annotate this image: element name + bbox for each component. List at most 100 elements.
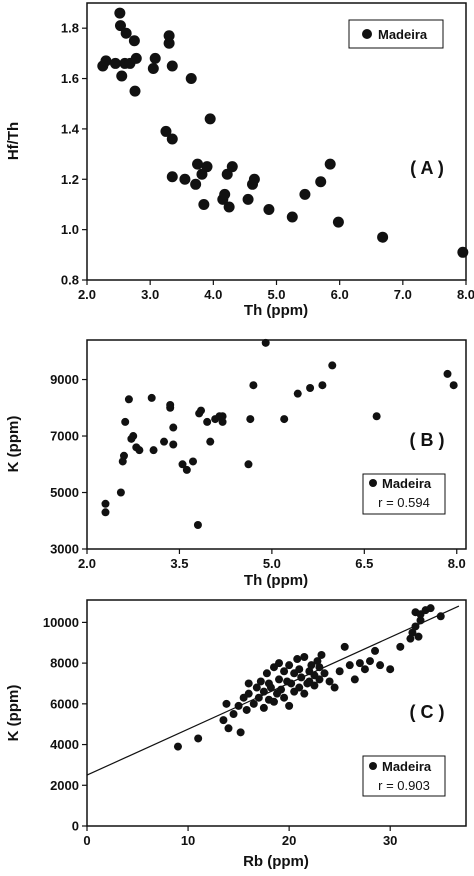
x-tick-label-c: 10 xyxy=(181,833,195,848)
data-point-c xyxy=(300,689,309,698)
data-point-c xyxy=(256,677,265,686)
data-point-a xyxy=(149,52,161,64)
data-point-b xyxy=(244,460,253,469)
data-point-a xyxy=(223,201,235,213)
data-point-a xyxy=(128,35,140,47)
data-point-a xyxy=(147,62,159,74)
data-point-c xyxy=(194,734,203,743)
x-tick-label-a: 5.0 xyxy=(267,287,285,302)
legend-marker-c xyxy=(369,762,377,770)
data-point-c xyxy=(300,653,309,662)
y-tick-label-c: 0 xyxy=(72,819,79,834)
legend-label-a: Madeira xyxy=(378,27,428,42)
y-tick-label-c: 8000 xyxy=(50,656,79,671)
data-point-a xyxy=(163,37,175,49)
x-tick-label-c: 0 xyxy=(83,833,90,848)
data-point-a xyxy=(166,171,178,183)
data-point-c xyxy=(310,681,319,690)
data-point-c xyxy=(234,701,243,710)
data-point-c xyxy=(386,665,395,674)
y-tick-label-c: 4000 xyxy=(50,737,79,752)
data-point-c xyxy=(408,628,417,637)
data-point-b xyxy=(261,338,270,347)
data-point-a xyxy=(198,198,210,210)
data-point-c xyxy=(280,667,289,676)
data-point-c xyxy=(406,634,415,643)
data-point-c xyxy=(275,675,284,684)
data-point-c xyxy=(295,683,304,692)
data-point-c xyxy=(224,724,233,733)
x-tick-label-a: 4.0 xyxy=(204,287,222,302)
data-point-b xyxy=(149,446,158,455)
data-point-c xyxy=(287,679,296,688)
data-point-c xyxy=(285,701,294,710)
data-point-c xyxy=(315,675,324,684)
y-tick-label-c: 2000 xyxy=(50,778,79,793)
data-point-c xyxy=(350,675,359,684)
x-tick-label-a: 7.0 xyxy=(394,287,412,302)
y-axis-label-a: Hf/Th xyxy=(5,122,22,160)
data-point-c xyxy=(376,661,385,670)
data-point-c xyxy=(295,665,304,674)
data-point-c xyxy=(242,705,251,714)
data-point-c xyxy=(236,728,245,737)
data-point-c xyxy=(297,673,306,682)
data-point-a xyxy=(120,27,132,39)
x-tick-label-b: 5.0 xyxy=(263,556,281,571)
data-point-b xyxy=(101,508,110,517)
data-point-c xyxy=(426,604,435,613)
data-point-b xyxy=(182,465,191,474)
y-tick-label-a: 1.4 xyxy=(61,121,80,136)
data-point-c xyxy=(360,665,369,674)
x-tick-label-b: 2.0 xyxy=(78,556,96,571)
axis-ticks-c: 0 10 20 30 0 2000 4000 6000 8000 10000 xyxy=(43,615,398,848)
data-point-b xyxy=(449,381,458,390)
data-point-a xyxy=(201,161,213,173)
legend-marker-b xyxy=(369,479,377,487)
data-point-b xyxy=(206,437,215,446)
data-point-a xyxy=(114,7,126,19)
data-point-c xyxy=(315,663,324,672)
data-points-b xyxy=(101,338,458,529)
data-point-a xyxy=(324,158,336,170)
data-point-b xyxy=(193,520,202,529)
data-point-c xyxy=(244,689,253,698)
data-point-c xyxy=(252,683,261,692)
data-point-b xyxy=(101,499,110,508)
y-tick-label-b: 9000 xyxy=(50,372,79,387)
legend-box-b xyxy=(362,473,446,515)
data-point-c xyxy=(436,612,445,621)
data-point-a xyxy=(192,158,204,170)
data-point-b xyxy=(328,361,337,370)
x-axis-label-a: Th (ppm) xyxy=(244,302,308,319)
y-tick-label-a: 1.2 xyxy=(61,172,79,187)
data-point-b xyxy=(249,381,258,390)
data-point-c xyxy=(313,657,322,666)
data-point-c xyxy=(275,659,284,668)
data-point-c xyxy=(277,685,286,694)
data-point-a xyxy=(242,193,254,205)
data-point-b xyxy=(246,415,255,424)
legend-label-c: Madeira xyxy=(382,759,432,774)
data-point-c xyxy=(355,659,364,668)
x-tick-label-c: 30 xyxy=(383,833,397,848)
data-point-c xyxy=(254,693,263,702)
x-tick-label-b: 6.5 xyxy=(355,556,373,571)
chart-panel-c: 0 10 20 30 0 2000 4000 6000 8000 10000 Rb (ppm) K… xyxy=(5,599,467,870)
x-axis-label-b: Th (ppm) xyxy=(244,572,308,589)
axis-ticks-a: 2.0 3.0 4.0 5.0 6.0 7.0 8.0 0.8 1.0 1.2 1.4 1.6 1.8 xyxy=(61,21,474,302)
data-point-c xyxy=(219,716,228,725)
panel-label-a: ( A ) xyxy=(410,158,444,178)
y-tick-label-a: 1.6 xyxy=(61,71,79,86)
data-point-a xyxy=(160,125,172,137)
data-point-c xyxy=(416,616,425,625)
y-tick-label-b: 7000 xyxy=(50,429,79,444)
data-point-a xyxy=(263,203,275,215)
data-point-b xyxy=(188,457,197,466)
data-point-c xyxy=(293,655,302,664)
x-tick-label-c: 20 xyxy=(282,833,296,848)
data-point-b xyxy=(129,432,138,441)
y-tick-label-a: 1.0 xyxy=(61,222,79,237)
data-point-b xyxy=(121,417,130,426)
